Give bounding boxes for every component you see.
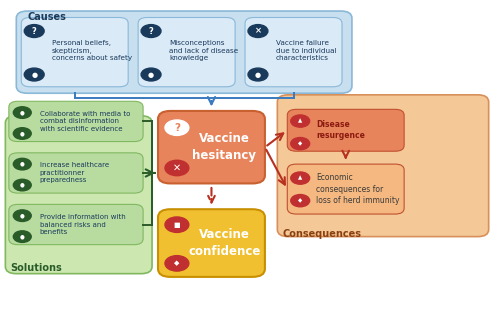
FancyBboxPatch shape (6, 116, 152, 274)
Circle shape (165, 160, 189, 176)
FancyBboxPatch shape (158, 209, 265, 277)
Circle shape (14, 210, 31, 221)
Circle shape (248, 68, 268, 81)
Circle shape (14, 179, 31, 191)
FancyBboxPatch shape (158, 111, 265, 183)
Text: Vaccine
hesitancy: Vaccine hesitancy (192, 132, 256, 162)
Text: Economic
consequences for
loss of herd immunity: Economic consequences for loss of herd i… (316, 174, 400, 205)
Text: Misconceptions
and lack of disease
knowledge: Misconceptions and lack of disease knowl… (169, 40, 238, 61)
Circle shape (24, 25, 44, 37)
Text: ?: ? (32, 27, 36, 35)
Circle shape (24, 68, 44, 81)
Text: ●: ● (20, 234, 24, 239)
FancyBboxPatch shape (278, 95, 488, 237)
Circle shape (14, 231, 31, 242)
Text: ■: ■ (174, 222, 180, 228)
Circle shape (141, 68, 161, 81)
Text: Collaborate with media to
combat disinformation
with scientific evidence: Collaborate with media to combat disinfo… (40, 111, 130, 132)
Circle shape (165, 217, 189, 232)
Circle shape (141, 25, 161, 37)
Text: Provide information with
balanced risks and
benefits: Provide information with balanced risks … (40, 214, 126, 235)
Text: ◆: ◆ (298, 198, 302, 203)
Circle shape (14, 158, 31, 170)
Text: ●: ● (255, 72, 261, 78)
Circle shape (165, 256, 189, 271)
Text: ◆: ◆ (298, 141, 302, 146)
Text: ●: ● (20, 162, 24, 167)
Text: ●: ● (20, 213, 24, 218)
Text: ×: × (254, 27, 262, 35)
Circle shape (291, 172, 310, 184)
FancyBboxPatch shape (9, 153, 143, 193)
Circle shape (291, 195, 310, 207)
Circle shape (165, 120, 189, 136)
FancyBboxPatch shape (138, 18, 235, 87)
Text: ▲: ▲ (298, 176, 302, 181)
Circle shape (14, 128, 31, 139)
Text: Solutions: Solutions (10, 263, 62, 273)
FancyBboxPatch shape (288, 164, 404, 214)
Text: ▲: ▲ (298, 119, 302, 124)
Text: ✕: ✕ (173, 163, 181, 173)
Text: ●: ● (20, 110, 24, 115)
Text: Vaccine failure
due to individual
characteristics: Vaccine failure due to individual charac… (276, 40, 336, 61)
Text: ●: ● (20, 183, 24, 188)
Text: ●: ● (31, 72, 38, 78)
Text: Personal beliefs,
skepticism,
concerns about safety: Personal beliefs, skepticism, concerns a… (52, 40, 132, 61)
Text: Consequences: Consequences (282, 228, 362, 239)
Circle shape (291, 137, 310, 150)
FancyBboxPatch shape (9, 204, 143, 245)
FancyBboxPatch shape (22, 18, 128, 87)
FancyBboxPatch shape (245, 18, 342, 87)
FancyBboxPatch shape (16, 11, 352, 93)
Text: Vaccine
confidence: Vaccine confidence (188, 228, 260, 258)
Text: ?: ? (174, 123, 180, 133)
Text: Disease
resurgence: Disease resurgence (316, 120, 365, 140)
Text: Increase healthcare
practitionner
preparedness: Increase healthcare practitionner prepar… (40, 162, 109, 184)
FancyBboxPatch shape (288, 109, 404, 151)
Text: ◆: ◆ (174, 260, 180, 266)
Text: ●: ● (148, 72, 154, 78)
Text: Causes: Causes (27, 12, 66, 22)
Circle shape (291, 115, 310, 127)
Text: ●: ● (20, 131, 24, 136)
Circle shape (248, 25, 268, 37)
Text: ?: ? (148, 27, 154, 35)
FancyBboxPatch shape (9, 101, 143, 142)
Circle shape (14, 107, 31, 118)
